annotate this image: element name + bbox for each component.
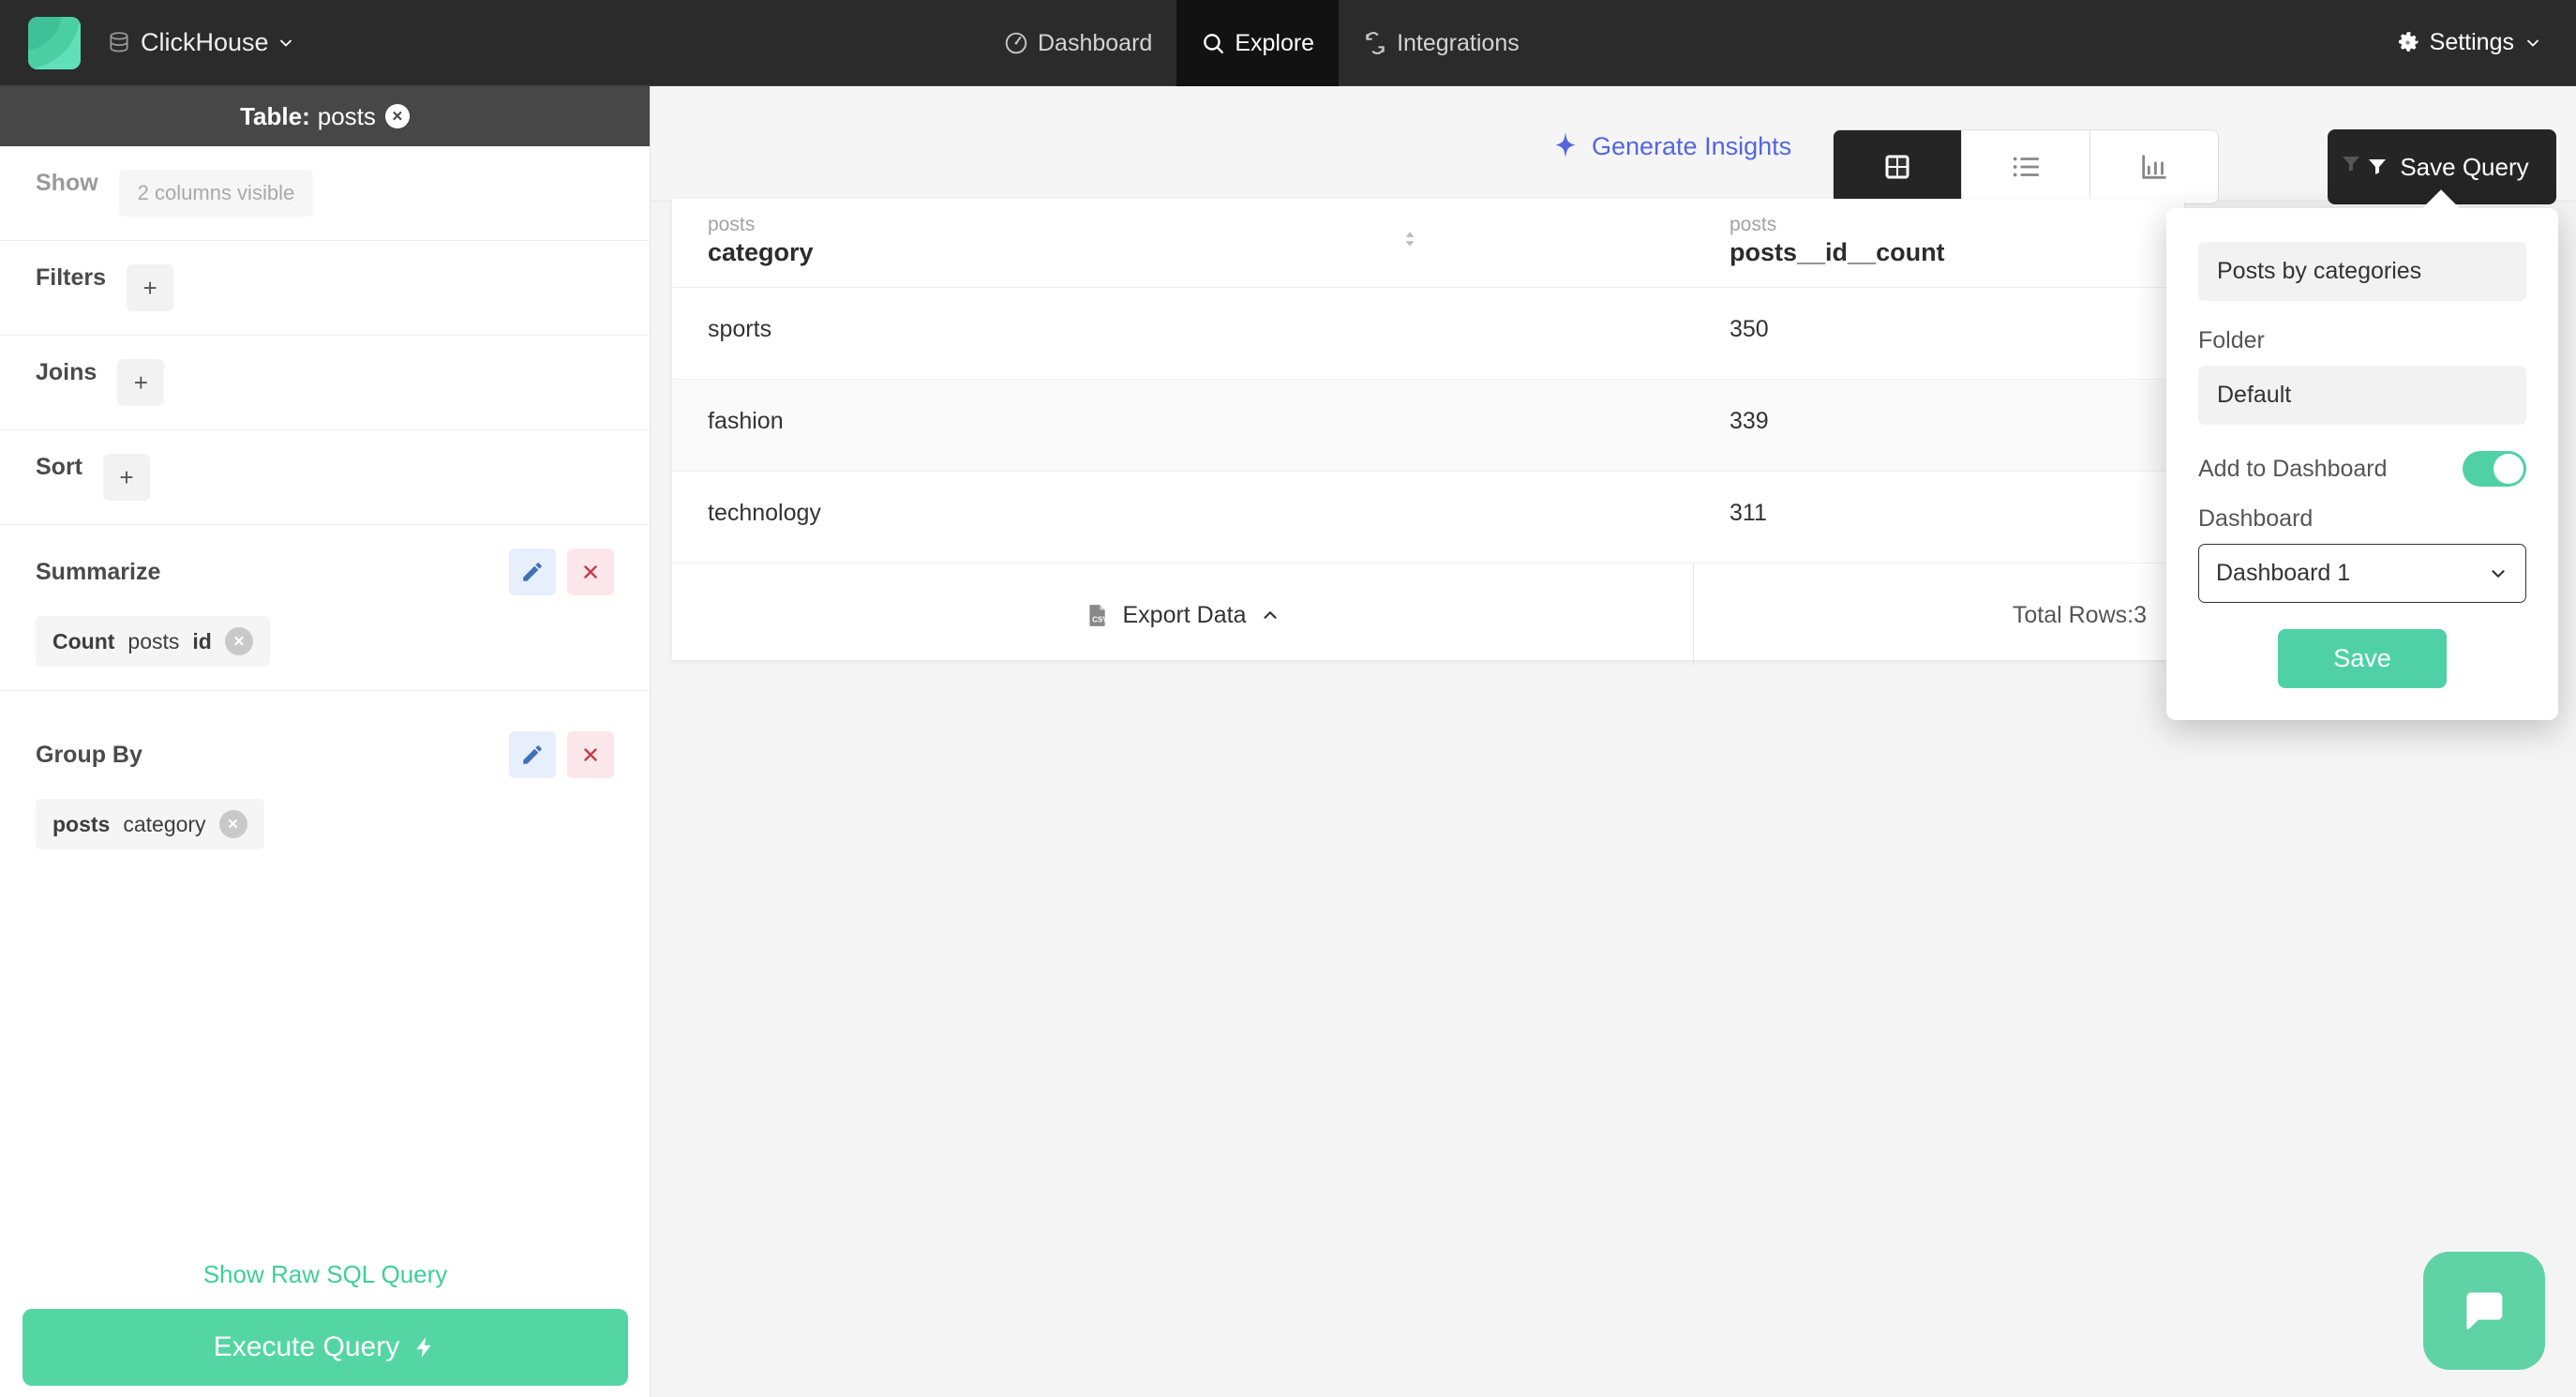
- svg-text:CSV: CSV: [1093, 616, 1109, 624]
